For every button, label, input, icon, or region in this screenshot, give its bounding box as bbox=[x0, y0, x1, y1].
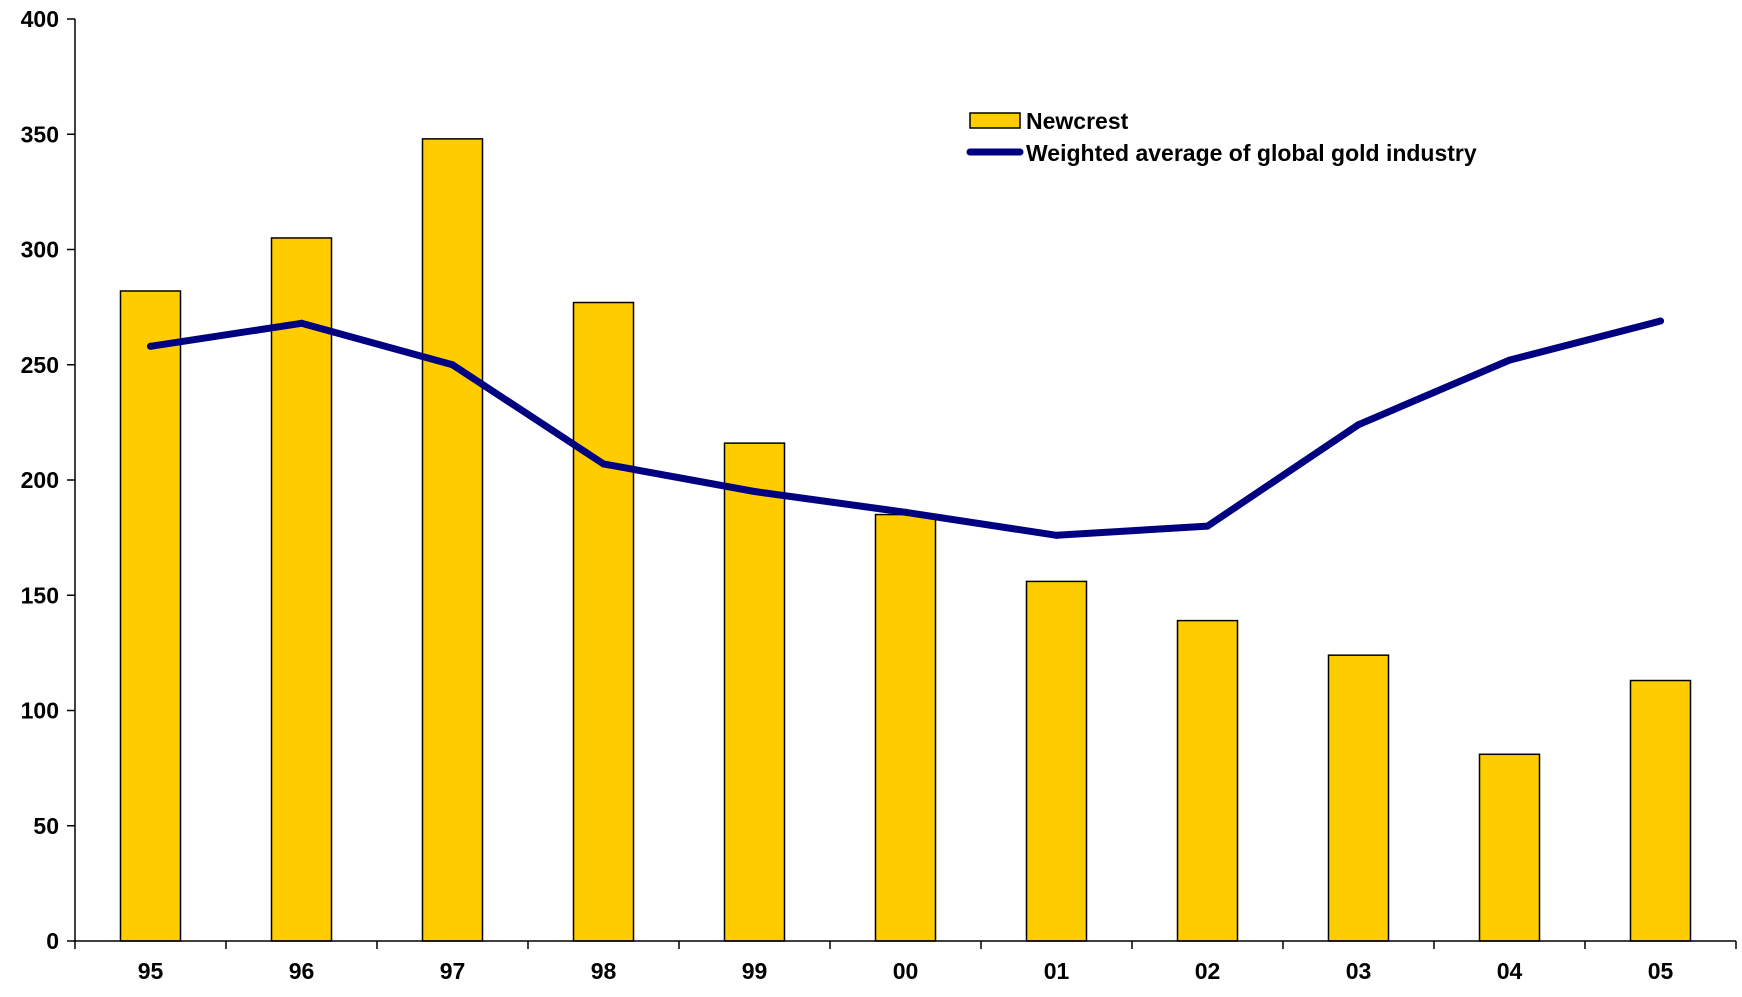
x-tick-label: 97 bbox=[440, 958, 466, 984]
x-tick-label: 01 bbox=[1044, 958, 1070, 984]
line-point bbox=[1053, 531, 1060, 539]
x-tick-label: 04 bbox=[1497, 958, 1523, 984]
bar bbox=[572, 301, 635, 942]
y-tick-label: 50 bbox=[33, 813, 59, 839]
x-tick-label: 00 bbox=[893, 958, 919, 984]
bar bbox=[1629, 679, 1692, 942]
line-point bbox=[147, 342, 154, 350]
bar bbox=[1176, 619, 1239, 942]
y-tick-label: 150 bbox=[21, 582, 59, 608]
y-tick-label: 200 bbox=[21, 467, 59, 493]
x-tick-label: 98 bbox=[591, 958, 617, 984]
line-point bbox=[1657, 317, 1664, 325]
x-tick-label: 99 bbox=[742, 958, 768, 984]
x-tick-label: 02 bbox=[1195, 958, 1221, 984]
legend-label-line: Weighted average of global gold industry bbox=[1026, 140, 1477, 166]
bar bbox=[874, 513, 937, 942]
bar bbox=[1025, 580, 1088, 942]
line-point bbox=[1355, 421, 1362, 429]
y-tick-label: 400 bbox=[21, 6, 59, 32]
series-line bbox=[147, 317, 1664, 539]
bar bbox=[1327, 654, 1390, 942]
line-point bbox=[449, 361, 456, 369]
legend-label-bar: Newcrest bbox=[1026, 108, 1129, 134]
y-tick-label: 350 bbox=[21, 121, 59, 147]
line-point bbox=[298, 319, 305, 327]
line-point bbox=[1204, 522, 1211, 530]
x-tick-label: 03 bbox=[1346, 958, 1372, 984]
line-point bbox=[902, 508, 909, 516]
y-tick-label: 100 bbox=[21, 698, 59, 724]
x-tick-label: 96 bbox=[289, 958, 315, 984]
x-tick-label: 05 bbox=[1648, 958, 1674, 984]
y-tick-label: 300 bbox=[21, 237, 59, 263]
line-layer bbox=[147, 317, 1664, 539]
line-point bbox=[751, 488, 758, 496]
line-point bbox=[600, 460, 607, 468]
legend-swatch-bar bbox=[969, 112, 1021, 129]
bar bbox=[421, 138, 484, 942]
y-tick-label: 250 bbox=[21, 352, 59, 378]
bar bbox=[723, 442, 786, 942]
y-tick-label: 0 bbox=[46, 928, 59, 954]
line-point bbox=[1506, 356, 1513, 364]
bar bbox=[1478, 753, 1541, 942]
bar bbox=[270, 237, 333, 942]
bar bbox=[119, 290, 182, 942]
bars-layer bbox=[119, 138, 1692, 942]
x-tick-label: 95 bbox=[138, 958, 164, 984]
legend: Newcrest Weighted average of global gold… bbox=[966, 108, 1477, 166]
